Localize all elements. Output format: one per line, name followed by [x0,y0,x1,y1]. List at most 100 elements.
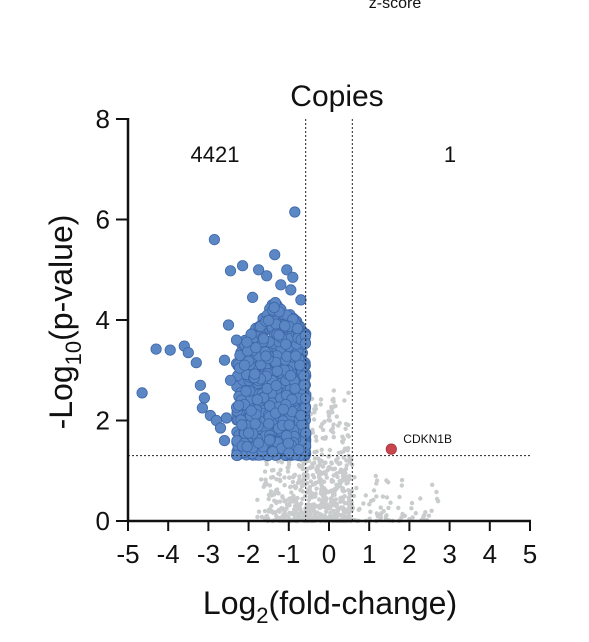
ns-point [291,507,297,512]
ns-point [270,510,276,515]
down-point [218,434,231,447]
upregulated-points [385,443,397,455]
down-point [271,365,283,377]
up-point [385,443,397,455]
ns-point [369,498,374,504]
ns-point [307,486,312,491]
y-axis-title-rest: (p-value) [43,215,79,341]
ns-point [276,471,281,476]
ns-point [312,407,317,412]
down-point [182,347,194,359]
ns-point [301,462,306,467]
ns-point [430,482,435,487]
ns-point [288,484,293,489]
ns-point [345,480,350,485]
ns-point [334,414,339,419]
ns-point [312,456,318,461]
ns-point [357,506,362,512]
ns-point [329,461,334,466]
ns-point [326,413,332,419]
ns-point [268,489,274,494]
ns-point [300,480,306,485]
ns-point [310,464,315,470]
ns-point [308,479,314,484]
ns-point [333,403,338,409]
ns-point [327,418,333,423]
ns-point [338,496,343,501]
down-point [269,249,281,261]
ns-point [429,508,434,513]
ns-point [329,479,335,484]
top-partial-text: z-score [369,0,422,12]
ns-point [349,457,354,462]
ns-point [317,497,322,502]
down-point [295,409,307,422]
ns-point [434,489,439,495]
ns-point [327,447,333,453]
ns-point [367,502,372,507]
down-point [273,329,285,341]
ns-point [287,475,292,480]
ns-point [399,477,405,483]
down-point [294,359,306,371]
down-point [270,379,282,392]
ns-point [295,495,300,501]
ns-point [341,489,346,494]
ns-point [409,500,415,506]
ns-point [318,397,324,402]
ns-point [296,512,301,517]
x-tick-label: 3 [442,539,456,569]
ns-point [314,504,319,509]
down-point [261,270,273,282]
ns-point [291,474,296,480]
ns-point [281,512,286,517]
x-tick-label: -4 [157,539,180,569]
ns-point [317,505,322,510]
ns-point [268,475,274,480]
ns-point [363,493,368,498]
non-significant-points [255,388,441,524]
ns-point [285,469,291,474]
ns-point [410,515,415,520]
ns-point [287,500,292,506]
ns-point [262,482,267,487]
ns-point [329,406,334,412]
ns-point [312,410,317,415]
down-point [241,336,253,348]
ns-point [266,496,271,502]
ns-point [282,483,287,488]
ns-point [311,417,317,422]
x-tick-label: 5 [523,539,537,569]
y-tick-label: 6 [96,205,110,235]
ns-point [322,419,327,424]
ns-point [334,504,339,509]
ns-point [297,464,302,469]
down-point [289,206,301,218]
ns-point [297,506,303,511]
down-point [298,379,310,391]
ns-point [344,463,349,468]
down-point [282,437,294,449]
down-point [214,422,227,434]
ns-point [267,507,272,512]
ns-point [326,489,331,495]
down-point [263,434,276,446]
ns-point [288,496,293,501]
ns-point [322,486,327,491]
ns-point [292,503,298,509]
ns-point [320,427,326,433]
down-point [253,264,265,276]
ns-point [318,402,323,407]
down-point [150,343,162,355]
y-axis-title-main: -Log [43,365,79,429]
down-point [240,385,252,397]
ns-point [313,494,318,499]
down-point [208,234,220,246]
ns-point [307,493,313,499]
ns-point [262,469,268,474]
ns-point [318,489,324,495]
down-point [262,314,275,327]
down-point [230,334,243,346]
ns-point [409,506,414,511]
ns-point [343,426,348,431]
